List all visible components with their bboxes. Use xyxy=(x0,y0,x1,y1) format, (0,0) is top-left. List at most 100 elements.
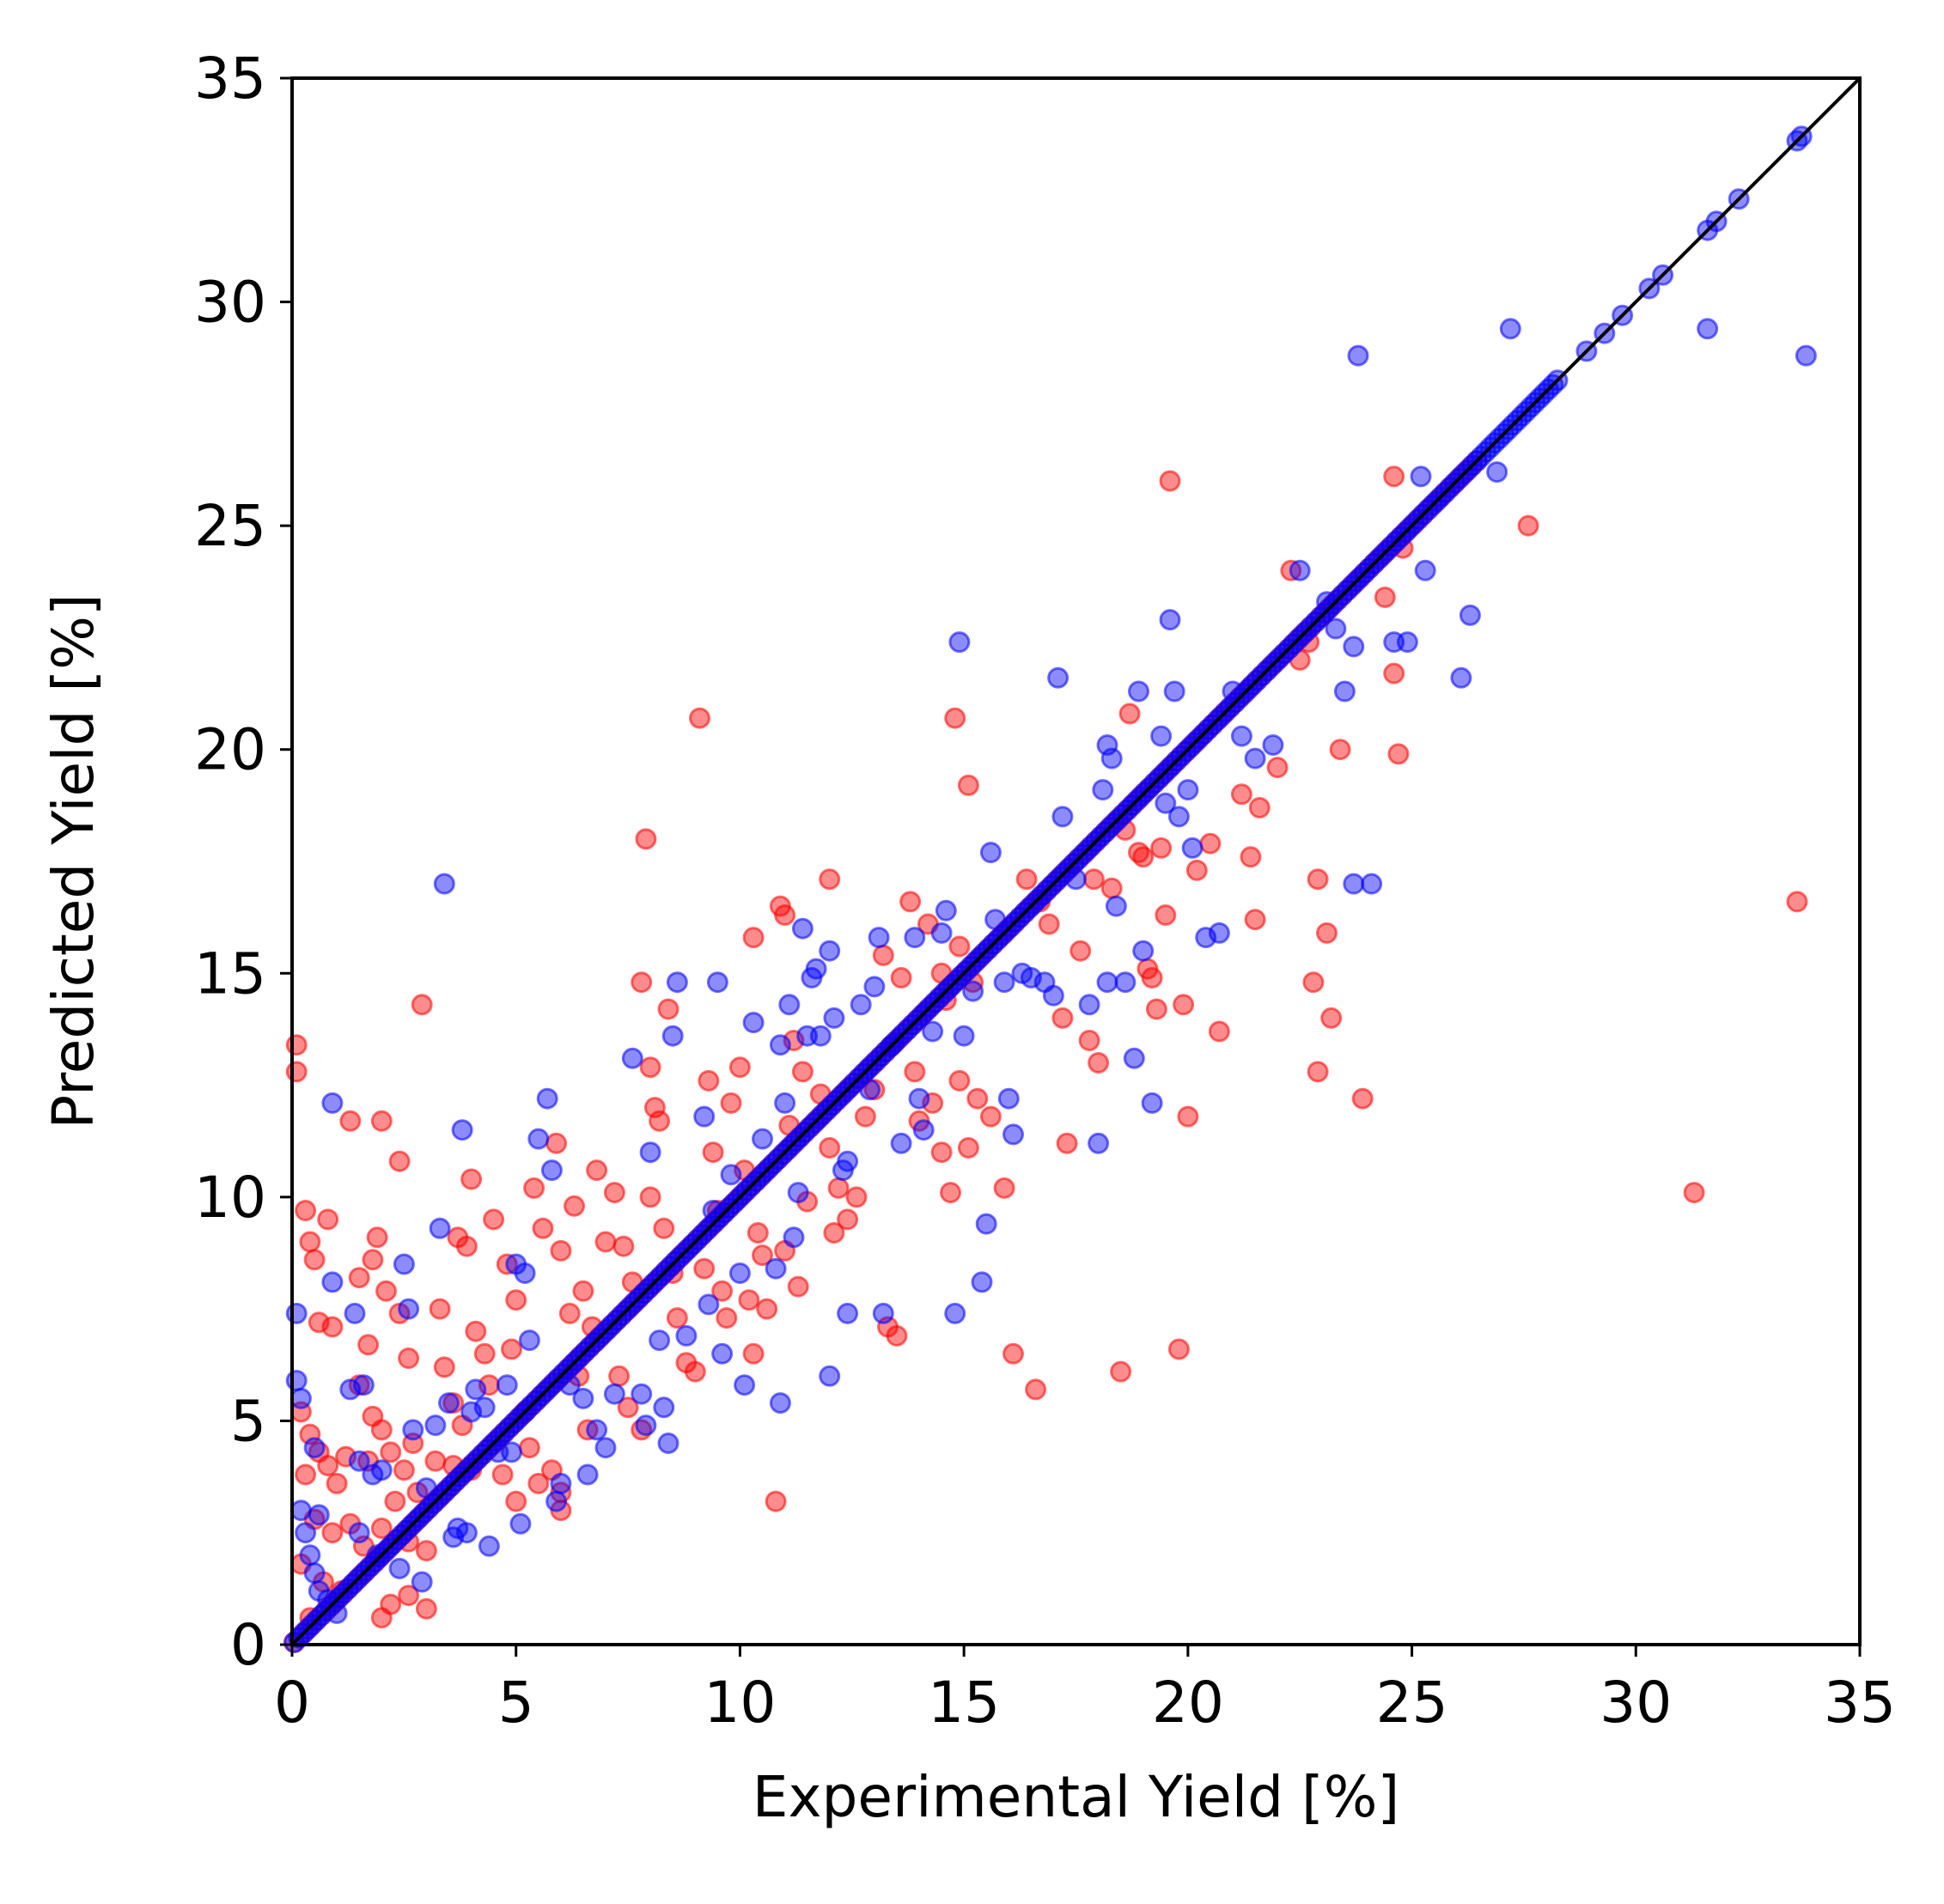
data-point-red xyxy=(1199,832,1222,855)
data-point-red xyxy=(326,1472,348,1494)
data-point-blue xyxy=(411,1571,433,1593)
data-point-blue xyxy=(837,1150,859,1172)
data-point-red xyxy=(465,1320,487,1342)
data-point-red xyxy=(993,1177,1015,1199)
data-point-blue xyxy=(706,971,728,994)
x-tick-label: 35 xyxy=(1824,1670,1896,1736)
data-point-red xyxy=(886,1324,908,1347)
y-axis-label: Predicted Yield [%] xyxy=(40,593,107,1128)
data-point-blue xyxy=(819,1365,841,1387)
data-point-red xyxy=(1167,1338,1190,1360)
data-point-blue xyxy=(536,1087,558,1110)
data-point-red xyxy=(720,1092,742,1114)
data-point-blue xyxy=(631,1383,653,1405)
data-point-red xyxy=(1150,836,1173,859)
data-point-red xyxy=(1132,846,1155,868)
data-point-red xyxy=(698,1069,720,1092)
data-point-blue xyxy=(478,1535,500,1557)
data-point-red xyxy=(612,1235,635,1257)
data-point-red xyxy=(501,1338,522,1360)
data-point-blue xyxy=(809,1025,832,1047)
data-point-red xyxy=(635,828,657,850)
data-point-red xyxy=(572,1280,594,1302)
y-tick-label: 35 xyxy=(194,46,266,112)
data-point-red xyxy=(1244,909,1266,931)
y-tick-label: 15 xyxy=(194,940,266,1007)
data-point-red xyxy=(702,1141,724,1164)
data-point-blue xyxy=(675,1324,698,1347)
data-point-blue xyxy=(572,1387,594,1409)
data-point-red xyxy=(424,1450,447,1472)
data-point-red xyxy=(415,1540,437,1562)
data-point-blue xyxy=(321,1271,344,1293)
data-point-blue xyxy=(433,873,455,895)
data-point-blue xyxy=(1262,734,1284,756)
data-point-blue xyxy=(501,1441,522,1463)
data-point-blue xyxy=(823,1007,845,1029)
data-point-blue xyxy=(1361,873,1383,895)
data-point-red xyxy=(957,774,979,796)
data-point-blue xyxy=(1167,806,1190,828)
data-point-blue xyxy=(819,940,841,962)
data-point-blue xyxy=(514,1262,536,1284)
data-point-blue xyxy=(639,1141,661,1164)
data-point-blue xyxy=(661,1025,684,1047)
data-point-red xyxy=(1173,994,1195,1016)
identity-reference-line xyxy=(290,76,1862,1646)
data-point-red xyxy=(398,1585,420,1607)
data-point-red xyxy=(299,1231,321,1253)
data-point-red xyxy=(742,1342,765,1365)
data-point-blue xyxy=(935,899,957,922)
data-point-red xyxy=(285,1034,308,1056)
data-point-blue xyxy=(1002,1123,1024,1146)
data-point-blue xyxy=(344,1302,366,1324)
data-point-blue xyxy=(1155,792,1177,814)
data-point-blue xyxy=(1343,873,1365,895)
data-point-red xyxy=(899,891,922,913)
data-point-blue xyxy=(550,1472,572,1494)
data-point-blue xyxy=(711,1342,734,1365)
data-point-red xyxy=(979,1105,1002,1128)
data-point-blue xyxy=(1100,747,1123,770)
data-point-blue xyxy=(621,1047,643,1069)
data-point-red xyxy=(518,1437,540,1459)
data-point-blue xyxy=(908,1087,930,1110)
data-point-blue xyxy=(1078,994,1100,1016)
data-point-blue xyxy=(1163,680,1185,703)
data-point-blue xyxy=(1795,344,1817,367)
y-tick-label: 5 xyxy=(230,1388,266,1454)
data-point-blue xyxy=(455,1522,478,1544)
data-point-red xyxy=(639,1186,661,1208)
data-point-red xyxy=(411,994,433,1016)
data-point-red xyxy=(1070,940,1092,962)
data-point-red xyxy=(1088,1052,1110,1074)
data-point-red xyxy=(639,1056,661,1079)
data-point-red xyxy=(505,1289,527,1311)
data-point-red xyxy=(728,1056,751,1079)
data-point-blue xyxy=(890,1132,912,1154)
data-point-red xyxy=(321,1316,344,1338)
data-point-blue xyxy=(303,1437,326,1459)
data-point-red xyxy=(631,971,653,994)
data-point-red xyxy=(366,1226,388,1249)
data-point-blue xyxy=(649,1329,671,1352)
data-point-red xyxy=(375,1280,397,1302)
data-point-red xyxy=(384,1490,406,1512)
data-point-blue xyxy=(289,1499,312,1522)
data-point-blue xyxy=(728,1262,751,1284)
data-point-red xyxy=(393,1459,415,1481)
data-point-red xyxy=(711,1280,734,1302)
data-point-blue xyxy=(953,1025,975,1047)
data-point-red xyxy=(948,935,971,958)
data-point-blue xyxy=(1132,940,1155,962)
data-point-blue xyxy=(1051,806,1074,828)
data-point-blue xyxy=(805,958,827,980)
data-point-blue xyxy=(348,1450,370,1472)
data-point-blue xyxy=(352,1374,375,1396)
data-point-red xyxy=(1118,703,1141,725)
data-point-blue xyxy=(603,1383,625,1405)
data-point-blue xyxy=(635,1414,657,1437)
x-tick-label: 25 xyxy=(1376,1670,1448,1736)
data-point-red xyxy=(429,1298,451,1320)
data-point-blue xyxy=(769,1392,791,1414)
